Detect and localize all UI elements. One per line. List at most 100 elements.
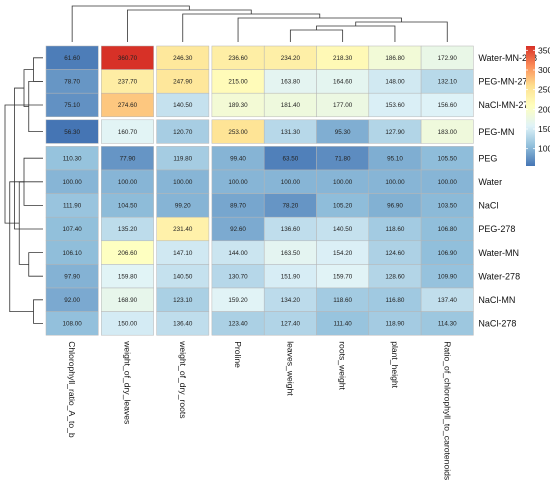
heatmap-cell bbox=[420, 92, 474, 118]
cell-value-label: 96.90 bbox=[387, 203, 403, 210]
heatmap-cell bbox=[101, 119, 154, 144]
cell-value-label: 75.10 bbox=[64, 102, 80, 109]
cell-value-label: 144.00 bbox=[228, 250, 248, 257]
row-label: NaCl-MN bbox=[478, 295, 515, 305]
cell-value-label: 100.00 bbox=[228, 179, 248, 186]
cell-value-label: 274.60 bbox=[118, 102, 138, 109]
cell-value-label: 159.20 bbox=[228, 297, 248, 304]
cell-value-label: 116.80 bbox=[386, 297, 405, 304]
cell-value-label: 150.00 bbox=[118, 321, 138, 328]
cell-value-label: 107.40 bbox=[63, 226, 83, 233]
cell-value-label: 236.60 bbox=[228, 55, 248, 62]
column-label: Proline bbox=[233, 341, 243, 368]
heatmap-cell bbox=[156, 311, 210, 336]
cell-value-label: 118.60 bbox=[386, 226, 405, 233]
cell-value-label: 156.60 bbox=[438, 102, 458, 109]
row-label: Water-MN-278 bbox=[478, 53, 537, 63]
cell-value-label: 177.00 bbox=[333, 102, 353, 109]
row-label: NaCl-278 bbox=[478, 319, 516, 329]
cell-value-label: 92.60 bbox=[230, 226, 246, 233]
row-dendrogram-branch bbox=[14, 87, 43, 230]
cell-value-label: 118.90 bbox=[386, 321, 405, 328]
cell-value-label: 99.20 bbox=[175, 203, 191, 210]
cell-value-label: 181.40 bbox=[281, 102, 301, 109]
cell-value-label: 100.00 bbox=[438, 179, 458, 186]
cell-value-label: 111.40 bbox=[333, 321, 352, 328]
cell-value-label: 159.80 bbox=[118, 273, 138, 280]
cell-value-label: 105.20 bbox=[333, 203, 353, 210]
heatmap-cell bbox=[101, 311, 154, 336]
cell-value-label: 106.10 bbox=[63, 250, 83, 257]
cell-value-label: 183.00 bbox=[438, 129, 458, 136]
column-label: weight_of_dry_leaves bbox=[122, 340, 132, 424]
cell-value-label: 360.70 bbox=[118, 55, 138, 62]
heatmap-cell bbox=[45, 92, 99, 118]
row-dendrogram-branch bbox=[33, 57, 43, 82]
cell-value-label: 160.70 bbox=[118, 129, 138, 136]
legend-tick-label: 300 bbox=[538, 65, 550, 75]
cell-value-label: 89.70 bbox=[230, 203, 246, 210]
row-dendrogram-branch bbox=[4, 104, 43, 224]
column-dendrogram-branch bbox=[127, 9, 252, 42]
cell-value-label: 128.60 bbox=[385, 273, 405, 280]
column-labels: Chlorophyll_ratio_A_to_b weight_of_dry_le… bbox=[67, 340, 452, 480]
row-label: Water bbox=[478, 177, 502, 187]
cell-value-label: 123.10 bbox=[173, 297, 193, 304]
cell-value-label: 100.00 bbox=[173, 179, 193, 186]
heatmap-cells: 61.60 360.70 246.30 236.60 234.20 218.30 186.8… bbox=[45, 45, 474, 336]
cell-value-label: 105.50 bbox=[438, 155, 458, 162]
cell-value-label: 140.50 bbox=[173, 102, 193, 109]
cell-value-label: 148.00 bbox=[385, 79, 405, 86]
heatmap-cell bbox=[45, 119, 99, 144]
row-dendrogram-branch bbox=[33, 299, 43, 324]
column-label: Chlorophyll_ratio_A_to_b bbox=[67, 341, 77, 438]
column-label: leaves_weight bbox=[285, 341, 295, 396]
heatmap-cell bbox=[420, 311, 474, 336]
cell-value-label: 172.90 bbox=[438, 55, 458, 62]
legend-tick-label: 200 bbox=[538, 104, 550, 114]
legend-tick-label: 100 bbox=[538, 144, 550, 154]
column-dendrogram-branch bbox=[71, 5, 190, 42]
cell-value-label: 206.60 bbox=[118, 250, 138, 257]
heatmap-cell bbox=[101, 92, 154, 118]
cell-value-label: 163.50 bbox=[281, 250, 301, 257]
cell-value-label: 134.20 bbox=[281, 297, 301, 304]
cell-value-label: 131.30 bbox=[281, 129, 301, 136]
column-label: roots_weight bbox=[338, 341, 348, 390]
row-label: PEG-278 bbox=[478, 224, 515, 234]
cell-value-label: 71.80 bbox=[335, 155, 351, 162]
cell-value-label: 137.40 bbox=[438, 297, 458, 304]
legend-color-bar bbox=[526, 46, 535, 166]
heatmap-cell bbox=[156, 92, 210, 118]
row-label: PEG-MN bbox=[478, 127, 514, 137]
column-dendrogram-branch bbox=[316, 25, 396, 42]
cell-value-label: 136.40 bbox=[173, 321, 193, 328]
row-label: PEG-MN-278 bbox=[478, 77, 532, 87]
row-dendrogram bbox=[4, 57, 43, 324]
cell-value-label: 140.50 bbox=[173, 273, 193, 280]
cell-value-label: 114.30 bbox=[438, 321, 457, 328]
row-dendrogram-branch bbox=[28, 252, 43, 277]
cell-value-label: 147.10 bbox=[173, 250, 193, 257]
cell-value-label: 189.30 bbox=[228, 102, 248, 109]
column-label: weight_of_dry_roots bbox=[178, 340, 188, 418]
cell-value-label: 124.60 bbox=[385, 250, 405, 257]
row-dendrogram-branch bbox=[28, 81, 43, 132]
row-label: Water-MN bbox=[478, 248, 519, 258]
cell-value-label: 246.30 bbox=[173, 55, 193, 62]
cell-value-label: 61.60 bbox=[64, 55, 80, 62]
heatmap-cell bbox=[45, 311, 99, 336]
row-labels: Water-MN-278 PEG-MN-278 NaCl-MN-278 PEG-MN P… bbox=[478, 53, 537, 329]
row-label: NaCl bbox=[478, 201, 498, 211]
cell-value-label: 132.10 bbox=[438, 79, 458, 86]
cell-value-label: 123.40 bbox=[228, 321, 248, 328]
cell-value-label: 100.00 bbox=[63, 179, 83, 186]
cell-value-label: 92.00 bbox=[64, 297, 80, 304]
cell-value-label: 130.70 bbox=[228, 273, 248, 280]
cell-value-label: 111.90 bbox=[63, 203, 82, 210]
cell-value-label: 100.00 bbox=[333, 179, 353, 186]
cell-value-label: 108.00 bbox=[63, 321, 83, 328]
cell-value-label: 151.90 bbox=[281, 273, 301, 280]
color-legend: 100 150 200 250 300 350 bbox=[526, 45, 550, 166]
